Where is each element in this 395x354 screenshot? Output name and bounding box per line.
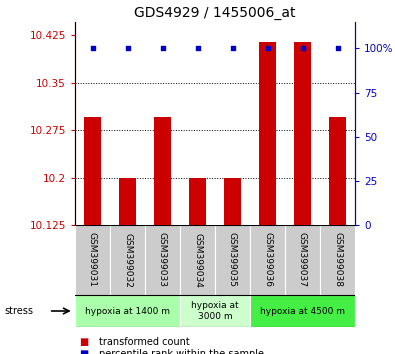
Bar [294, 41, 311, 225]
Bar [75, 225, 110, 295]
Text: GSM399034: GSM399034 [193, 233, 202, 287]
Bar [154, 118, 171, 225]
Text: hypoxia at 1400 m: hypoxia at 1400 m [85, 307, 170, 315]
Point [159, 46, 166, 51]
Bar [84, 118, 101, 225]
Bar [250, 295, 355, 327]
Bar [215, 225, 250, 295]
Point [194, 46, 201, 51]
Bar [119, 178, 136, 225]
Text: GSM399036: GSM399036 [263, 233, 272, 287]
Text: GSM399037: GSM399037 [298, 233, 307, 287]
Text: ■: ■ [79, 349, 88, 354]
Text: transformed count: transformed count [99, 337, 190, 347]
Point [229, 46, 236, 51]
Text: hypoxia at
3000 m: hypoxia at 3000 m [191, 301, 239, 321]
Bar [250, 225, 285, 295]
Text: GSM399035: GSM399035 [228, 233, 237, 287]
Point [89, 46, 96, 51]
Text: GSM399033: GSM399033 [158, 233, 167, 287]
Text: GSM399038: GSM399038 [333, 233, 342, 287]
Bar [320, 225, 355, 295]
Bar [145, 225, 180, 295]
Bar [180, 225, 215, 295]
Point [124, 46, 131, 51]
Text: GSM399031: GSM399031 [88, 233, 97, 287]
Title: GDS4929 / 1455006_at: GDS4929 / 1455006_at [134, 6, 296, 19]
Text: stress: stress [4, 306, 33, 316]
Point [299, 46, 306, 51]
Text: GSM399032: GSM399032 [123, 233, 132, 287]
Point [334, 46, 340, 51]
Bar [259, 41, 276, 225]
Bar [110, 225, 145, 295]
Bar [224, 178, 241, 225]
Text: hypoxia at 4500 m: hypoxia at 4500 m [260, 307, 345, 315]
Bar [75, 295, 180, 327]
Bar [329, 118, 346, 225]
Text: ■: ■ [79, 337, 88, 347]
Bar [189, 178, 206, 225]
Text: percentile rank within the sample: percentile rank within the sample [99, 349, 264, 354]
Point [264, 46, 271, 51]
Bar [180, 295, 250, 327]
Bar [285, 225, 320, 295]
